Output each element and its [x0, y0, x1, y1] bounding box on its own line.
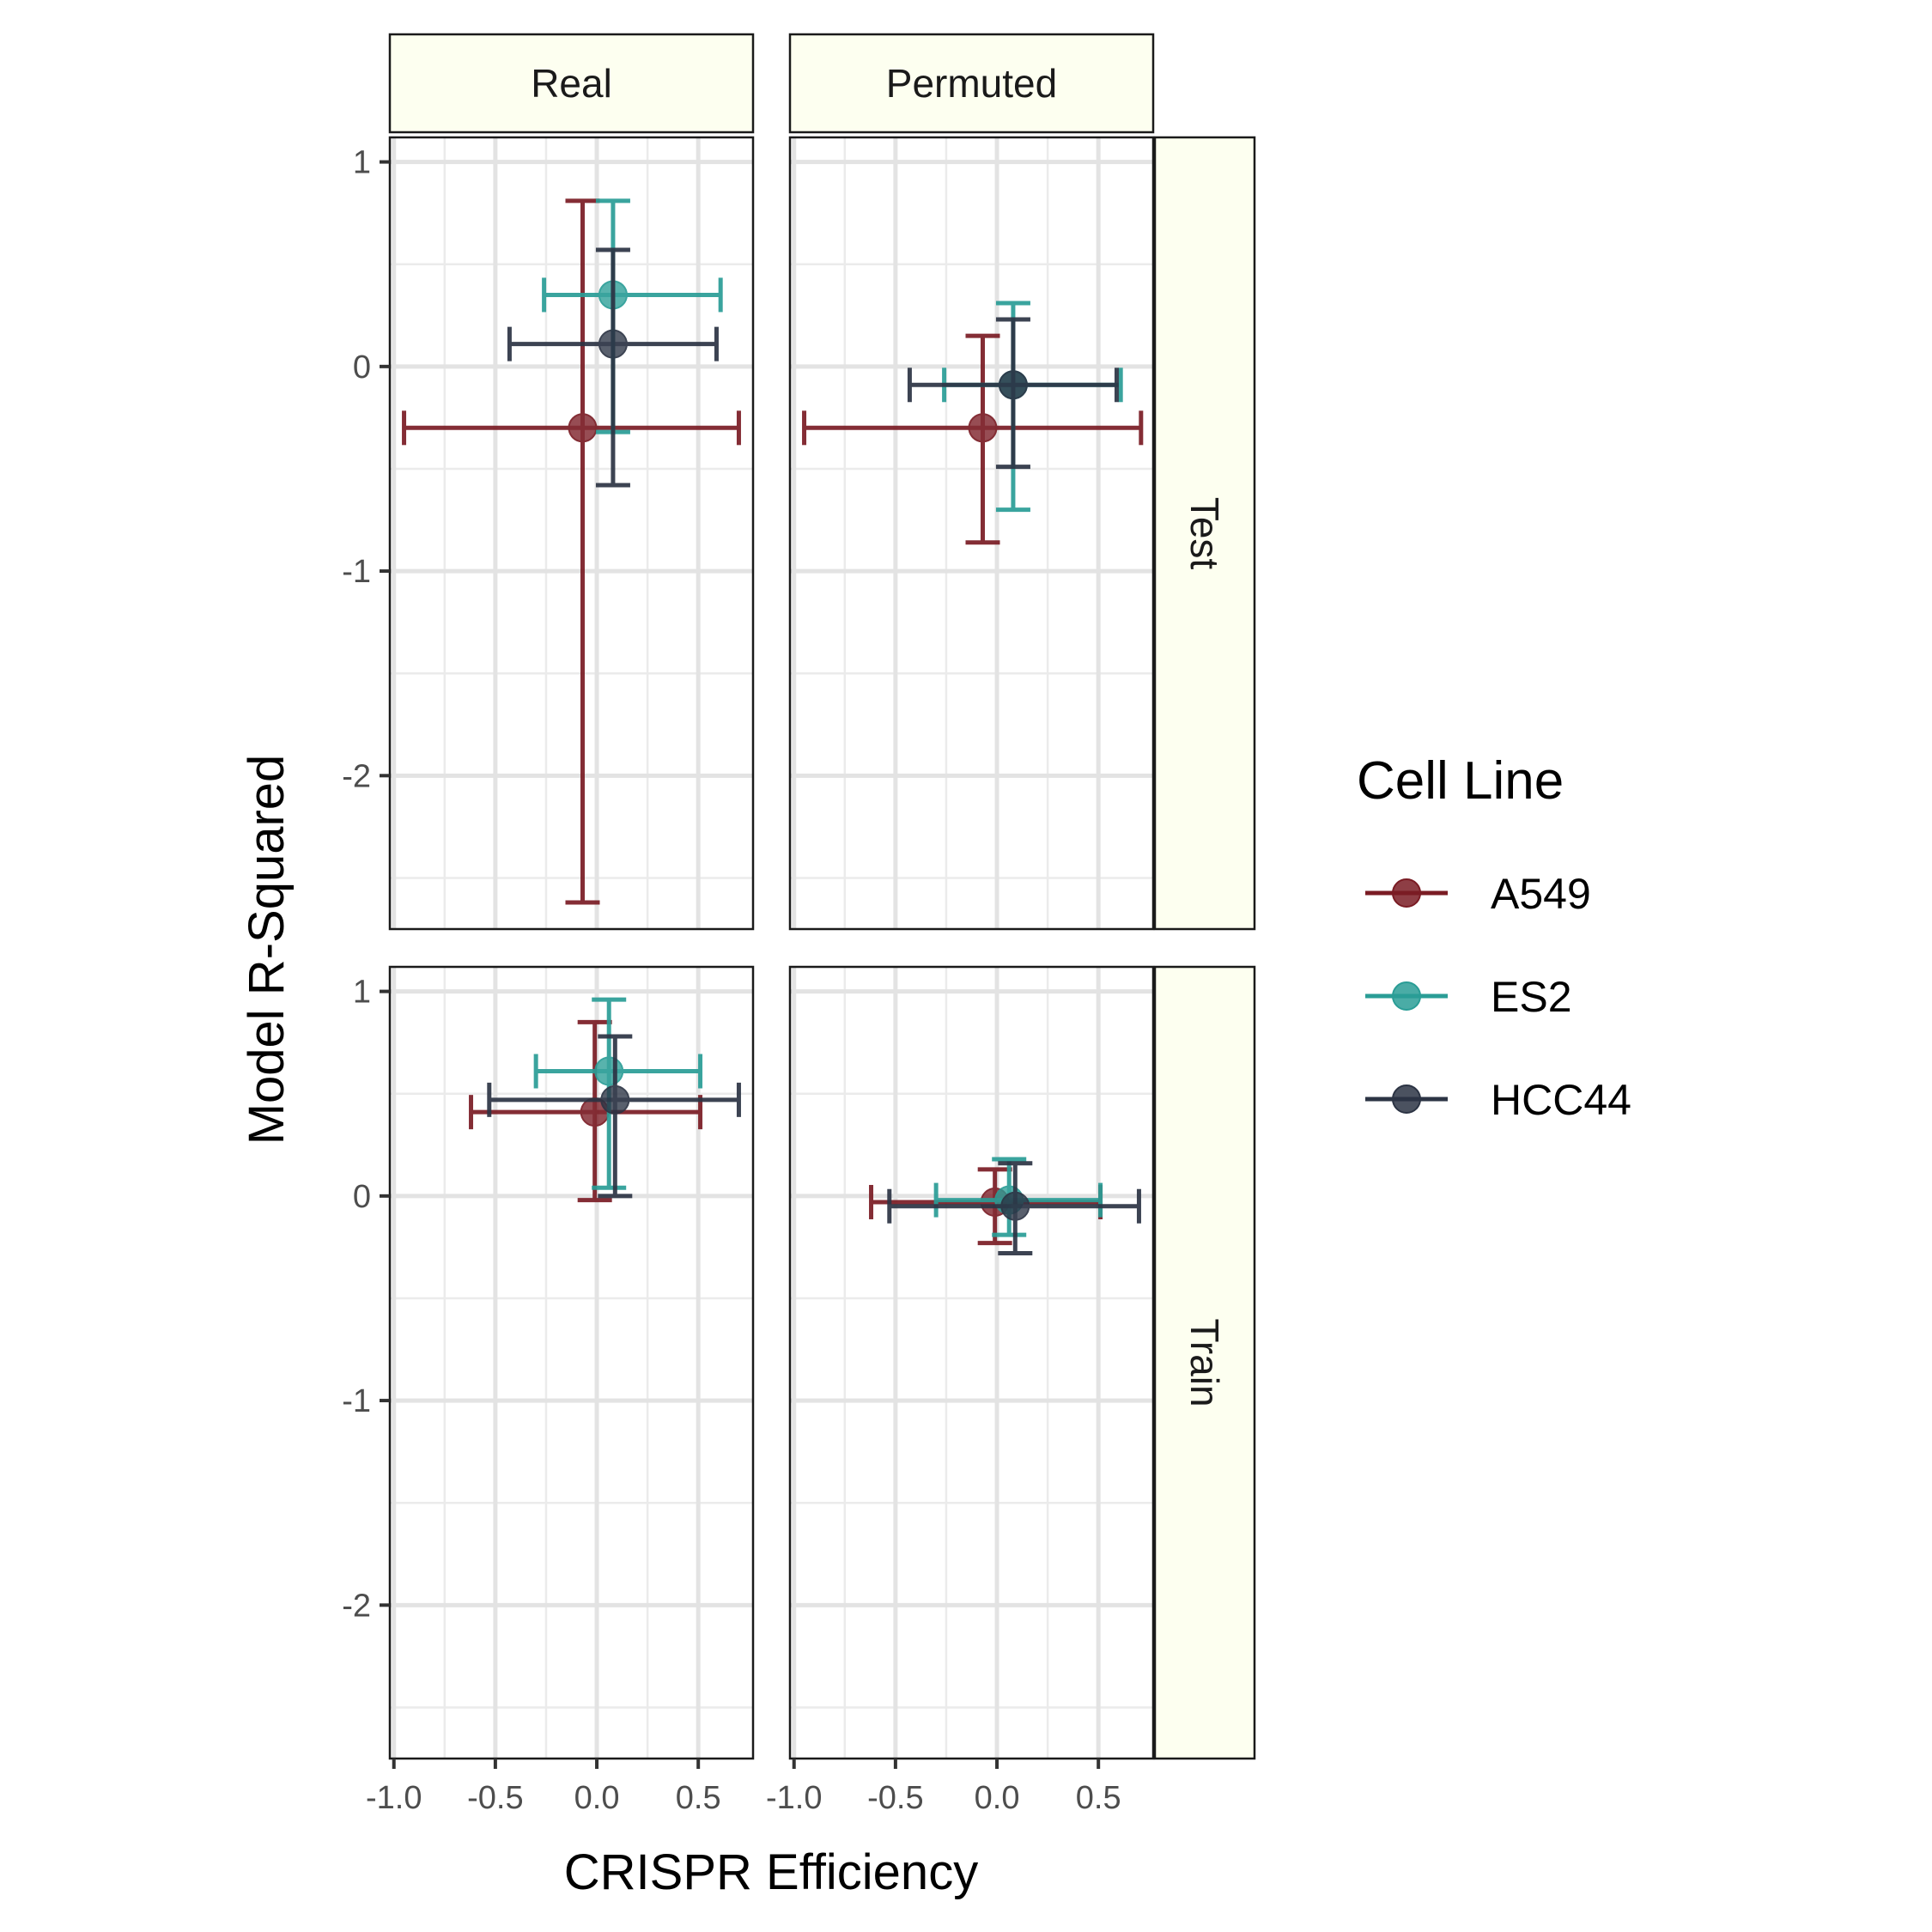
strip-layer: Real Permuted Test Train: [388, 33, 1256, 1760]
panel-background: [390, 137, 753, 929]
legend-entry-hcc44: HCC44: [1365, 1076, 1631, 1124]
x-tick-label: -0.5: [867, 1780, 923, 1816]
legend-label: A549: [1491, 870, 1591, 918]
y-tick-label: 0: [353, 349, 371, 386]
y-tick-label: 0: [353, 1179, 371, 1215]
y-tick-label: -1: [342, 554, 371, 590]
y-tick-label: 1: [353, 145, 371, 181]
data-point-a549: [568, 413, 598, 443]
y-tick-label: 1: [353, 975, 371, 1011]
legend-entry-es2: ES2: [1365, 973, 1572, 1021]
facet-strip-label-real: Real: [531, 61, 612, 106]
legend-label: ES2: [1491, 973, 1572, 1021]
panel-background: [790, 967, 1153, 1759]
legend-key-point: [1392, 878, 1421, 908]
panel-border: [388, 136, 755, 931]
errorbar-group-a549: [802, 333, 1144, 545]
panel-border: [388, 965, 755, 1760]
facet-strip-label-test: Test: [1182, 497, 1227, 570]
facet-strip-column: [788, 33, 1155, 134]
errorbar-group-hcc44: [907, 317, 1119, 470]
x-tick-label: -1.0: [766, 1780, 822, 1816]
panel-border: [788, 136, 1155, 931]
facet-strip-label-permuted: Permuted: [886, 61, 1057, 106]
errorbar-group-a549: [402, 198, 741, 905]
facet-strip-column: [388, 33, 755, 134]
errorbar-group-hcc44: [887, 1161, 1141, 1256]
x-tick-label: -1.0: [366, 1780, 422, 1816]
facet-strip-row: [1153, 965, 1256, 1760]
y-tick-label: -2: [342, 1588, 371, 1624]
data-point-hcc44: [598, 329, 628, 359]
legend: Cell Line A549 ES2 HCC44: [1357, 751, 1631, 1124]
legend-key-point: [1392, 981, 1421, 1011]
y-tick-label: -1: [342, 1383, 371, 1419]
errorbar-group-hcc44: [507, 247, 719, 488]
errorbar-group-hcc44: [487, 1034, 741, 1199]
data-point-es2: [594, 1056, 624, 1086]
x-tick-label: -0.5: [467, 1780, 523, 1816]
frame-layer: [388, 136, 1155, 1760]
y-axis-title: Model R-Squared: [239, 755, 295, 1145]
x-tick-label: 0.0: [574, 1780, 620, 1816]
x-tick-label: 0.5: [1076, 1780, 1121, 1816]
facet-strip-label-train: Train: [1182, 1318, 1227, 1406]
mark-layer: [402, 198, 1144, 1256]
x-axis-title: CRISPR Efficiency: [564, 1844, 978, 1900]
y-tick-label: -2: [342, 758, 371, 794]
legend-key-point: [1392, 1084, 1421, 1114]
data-point-a549: [968, 413, 998, 443]
panel-layer: [390, 137, 1153, 1759]
legend-label: HCC44: [1491, 1076, 1631, 1124]
x-tick-label: 0.5: [676, 1780, 721, 1816]
data-point-hcc44: [1000, 1191, 1030, 1221]
panel-border: [788, 965, 1155, 1760]
errorbar-group-a549: [469, 1019, 703, 1203]
facet-strip-row: [1153, 136, 1256, 931]
panel-background: [790, 137, 1153, 929]
x-tick-label: 0.0: [975, 1780, 1020, 1816]
axis-layer: 1 0 -1 -2 1 0 -1 -2 -1.0 -0.5 0.0 0.5 -1.0 -0.5 0.0 0.5: [342, 145, 1121, 1816]
legend-title: Cell Line: [1357, 751, 1564, 811]
legend-entry-a549: A549: [1365, 870, 1591, 918]
data-point-hcc44: [998, 370, 1028, 400]
data-point-hcc44: [600, 1084, 630, 1115]
